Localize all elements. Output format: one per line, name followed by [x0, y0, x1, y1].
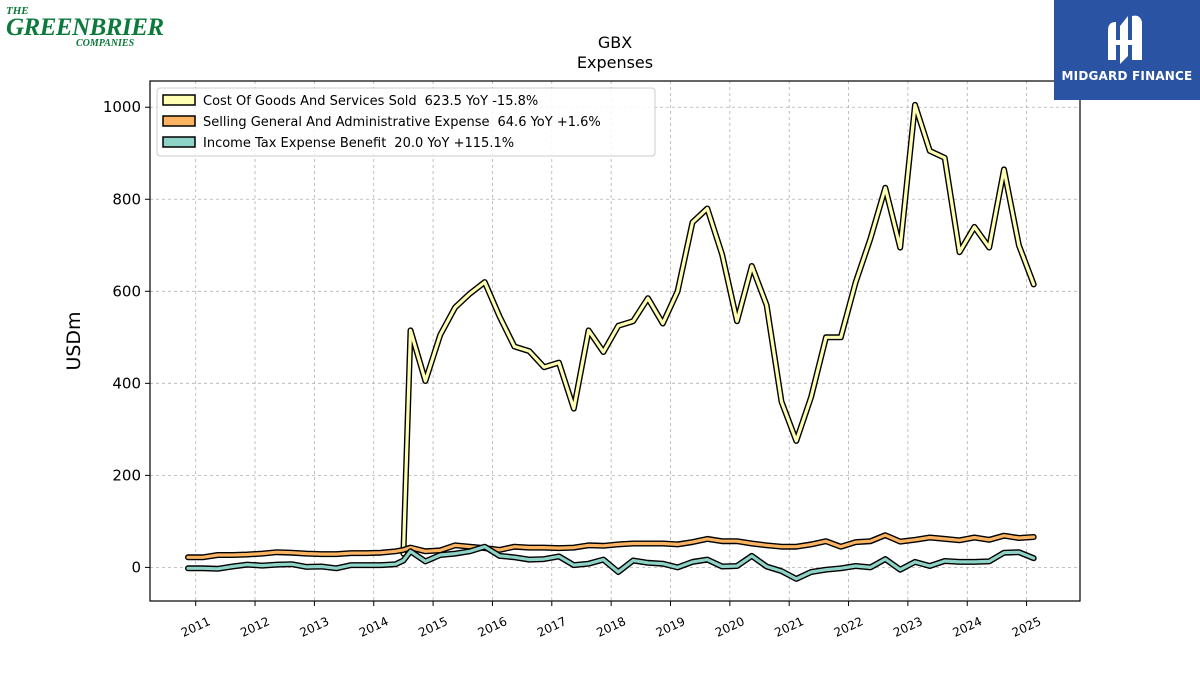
legend-box	[156, 87, 656, 157]
legend-swatch-0	[162, 94, 196, 106]
legend: Cost Of Goods And Services Sold 623.5 YoY…	[156, 87, 656, 157]
greenbrier-logo: THE GREENBRIER COMPANIES	[6, 5, 164, 49]
x-tick-label: 2016	[476, 614, 510, 640]
y-tick-label: 0	[131, 558, 141, 576]
chart-subtitle: Expenses	[577, 53, 653, 72]
x-tick-label: 2019	[654, 614, 688, 640]
y-tick-label: 400	[112, 374, 141, 392]
x-tick-label: 2023	[891, 614, 925, 640]
midgard-finance-logo: MIDGARD FINANCE	[1054, 0, 1200, 100]
y-tick-label: 600	[112, 282, 141, 300]
x-tick-label: 2024	[950, 614, 984, 640]
y-tick-label: 800	[112, 190, 141, 208]
series-line-outline-0	[400, 101, 1037, 557]
x-tick-label: 2011	[179, 614, 213, 640]
legend-summary-2: 20.0 YoY +115.1%	[394, 136, 514, 151]
series-line-2	[186, 545, 1036, 581]
y-tick-label: 1000	[103, 98, 141, 116]
y-axis: 0 200 400 600 800 1000	[103, 98, 150, 576]
legend-label-1: Selling General And Administrative Expen…	[203, 115, 490, 130]
y-axis-label: USDm	[63, 311, 85, 370]
legend-label-2: Income Tax Expense Benefit	[203, 136, 386, 151]
x-tick-label: 2014	[357, 614, 391, 640]
y-tick-label: 200	[112, 466, 141, 484]
x-tick-label: 2017	[535, 614, 569, 640]
x-tick-label: 2025	[1010, 614, 1044, 640]
plot-frame	[149, 80, 1081, 602]
x-tick-label: 2022	[832, 614, 866, 640]
legend-summary-0: 623.5 YoY -15.8%	[425, 94, 539, 109]
legend-label-0: Cost Of Goods And Services Sold	[203, 94, 417, 109]
x-tick-label: 2018	[594, 614, 628, 640]
series-line-1	[186, 533, 1036, 559]
chart-title: GBX	[598, 33, 632, 52]
x-tick-label: 2015	[416, 614, 450, 640]
x-tick-label: 2021	[772, 614, 806, 640]
x-tick-label: 2020	[713, 614, 747, 640]
legend-summary-1: 64.6 YoY +1.6%	[498, 115, 601, 130]
grid	[150, 81, 1080, 601]
midgard-mark-icon	[1108, 15, 1142, 64]
series-layer	[185, 101, 1037, 582]
x-tick-label: 2012	[238, 614, 272, 640]
legend-swatch-2	[162, 136, 196, 148]
legend-swatch-1	[162, 115, 196, 127]
x-tick-label: 2013	[298, 614, 332, 640]
x-axis: 2011 2012 2013 2014 2015 2016 2017 2018 2019 2020…	[179, 601, 1043, 640]
series-line-0	[401, 103, 1036, 556]
